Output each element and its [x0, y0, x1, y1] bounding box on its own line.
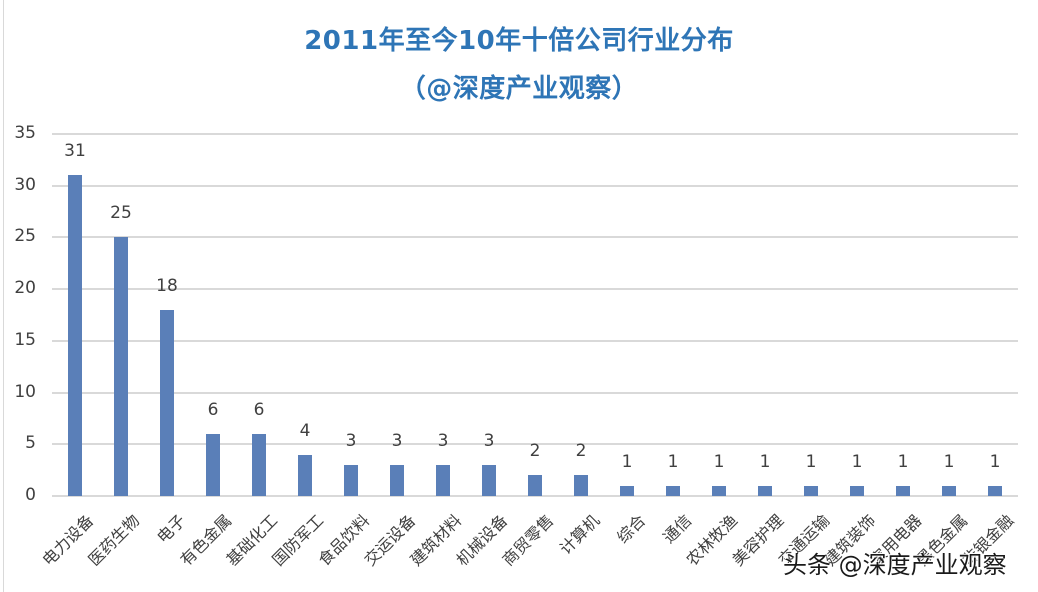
y-tick-label: 0 [25, 485, 36, 505]
chart-subtitle: （@深度产业观察） [399, 74, 639, 104]
bar [850, 485, 864, 496]
gridline [52, 339, 1018, 342]
bar [436, 464, 450, 496]
y-tick-label: 30 [14, 174, 36, 195]
gridline [52, 184, 1018, 187]
data-label: 2 [575, 441, 587, 462]
data-label: 6 [207, 399, 219, 420]
bar [988, 485, 1002, 496]
bar [712, 485, 726, 496]
y-tick-label: 5 [25, 433, 36, 454]
data-label: 25 [110, 203, 132, 224]
bar [482, 464, 496, 496]
gridline [52, 443, 1018, 446]
data-label: 1 [989, 451, 1001, 472]
data-label: 3 [345, 430, 357, 451]
data-label: 1 [713, 451, 725, 472]
data-label: 2 [529, 441, 541, 462]
x-tick-label: 计算机 [555, 510, 604, 559]
data-label: 1 [621, 451, 633, 472]
data-label: 1 [943, 451, 955, 472]
data-label: 4 [299, 420, 311, 441]
data-label: 3 [437, 430, 449, 451]
data-label: 3 [391, 430, 403, 451]
chart-frame-border [3, 0, 4, 592]
data-label: 1 [897, 451, 909, 472]
bar [390, 464, 404, 496]
bar [68, 175, 82, 496]
data-label: 1 [759, 451, 771, 472]
data-label: 18 [156, 275, 178, 296]
chart-title: 2011年至今10年十倍公司行业分布 [304, 26, 734, 56]
y-tick-label: 20 [14, 278, 36, 299]
bar [758, 485, 772, 496]
bar [252, 433, 266, 496]
bar [620, 485, 634, 496]
data-label: 31 [64, 141, 86, 162]
data-label: 1 [667, 451, 679, 472]
gridline [52, 133, 1018, 135]
x-tick-label: 综合 [613, 510, 650, 547]
bar [942, 485, 956, 496]
y-tick-label: 35 [14, 123, 36, 143]
bar [206, 433, 220, 496]
y-tick-label: 25 [14, 226, 36, 247]
bar [574, 475, 588, 496]
data-label: 1 [805, 451, 817, 472]
bar [896, 485, 910, 496]
y-tick-label: 10 [14, 381, 36, 402]
y-tick-label: 15 [14, 329, 36, 350]
bar [298, 454, 312, 496]
gridline [52, 495, 1018, 497]
bar [666, 485, 680, 496]
bar [804, 485, 818, 496]
gridline [52, 236, 1018, 239]
data-label: 1 [851, 451, 863, 472]
bar [114, 237, 128, 496]
gridline [52, 288, 1018, 291]
data-label: 3 [483, 430, 495, 451]
bar [528, 475, 542, 496]
bar [160, 309, 174, 496]
data-label: 6 [253, 399, 265, 420]
bar [344, 464, 358, 496]
gridline [52, 391, 1018, 394]
watermark: 头条 @深度产业观察 [783, 551, 1007, 579]
